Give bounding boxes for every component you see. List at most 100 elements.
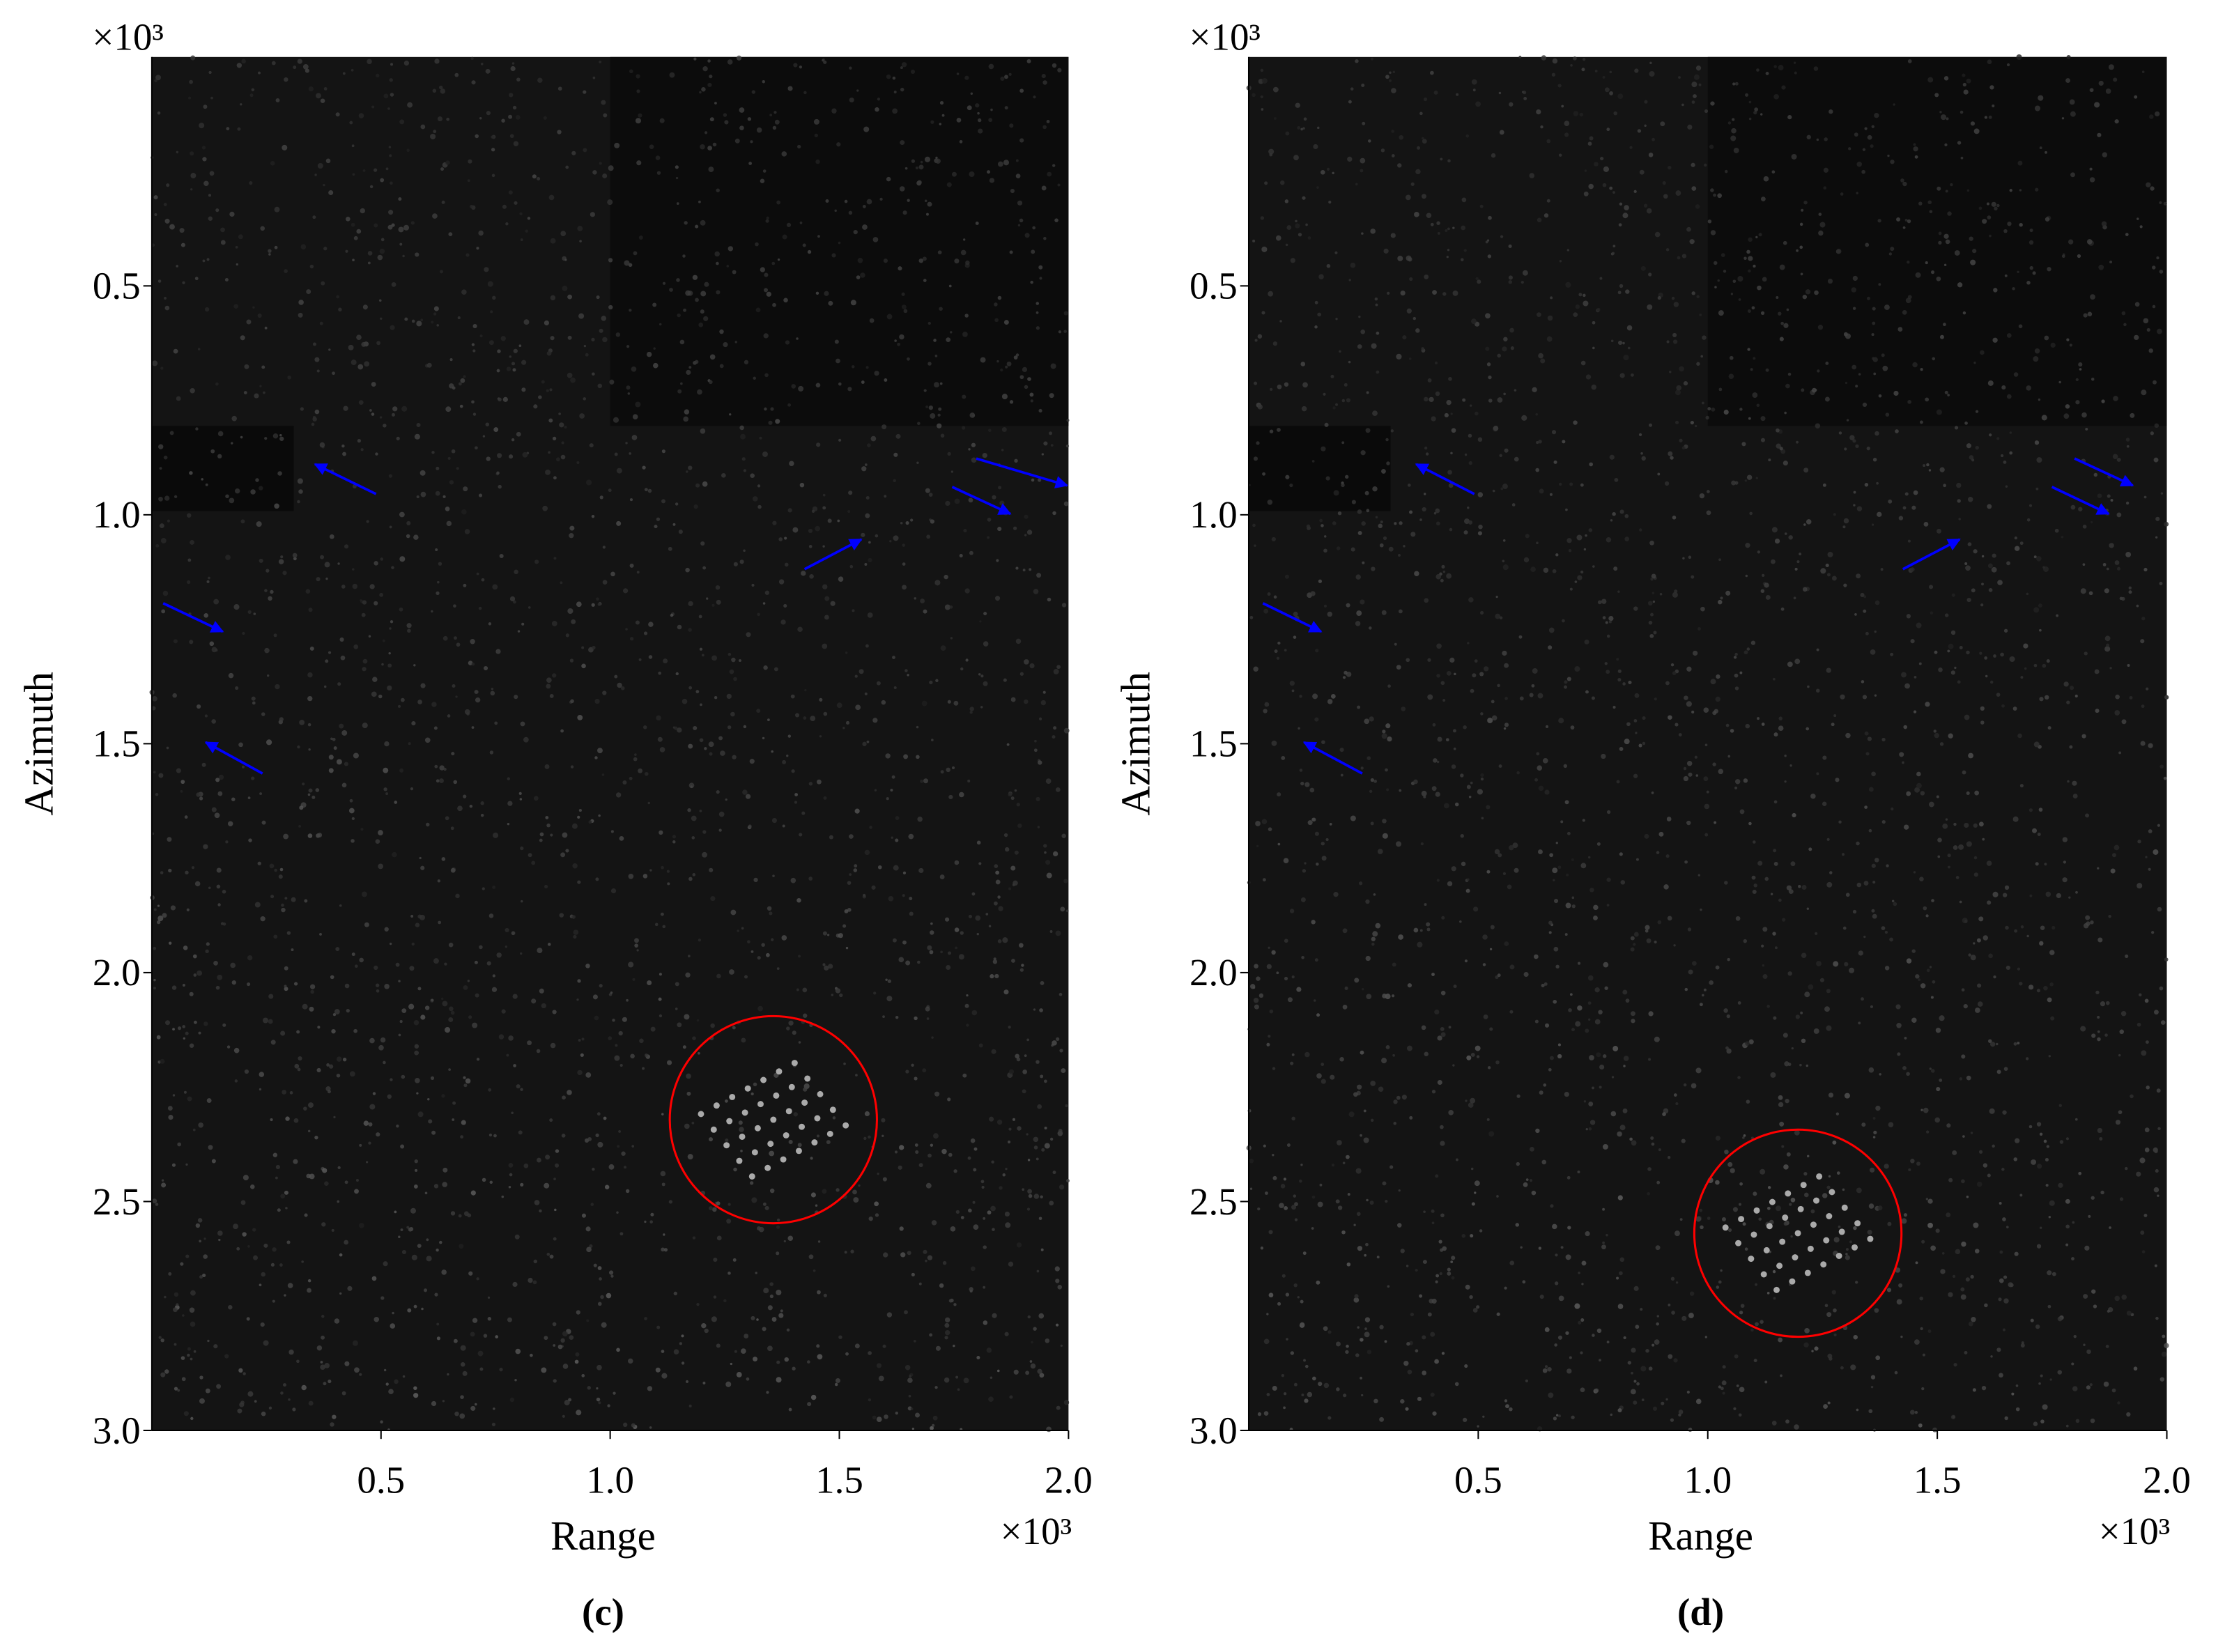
speckle	[955, 1210, 960, 1214]
speckle	[636, 949, 639, 952]
speckle	[950, 637, 953, 640]
speckle	[577, 880, 581, 884]
speckle	[190, 1290, 196, 1296]
speckle	[1850, 1364, 1856, 1371]
speckle	[328, 651, 332, 654]
speckle	[427, 1097, 430, 1101]
speckle	[764, 288, 769, 293]
speckle	[1718, 310, 1724, 316]
speckle	[1009, 123, 1014, 128]
speckle	[1319, 518, 1323, 523]
speckle	[257, 861, 261, 865]
speckle	[907, 1377, 913, 1383]
speckle	[1350, 547, 1355, 552]
speckle	[1406, 658, 1410, 663]
speckle	[1806, 1064, 1809, 1067]
speckle	[966, 994, 969, 997]
speckle	[614, 674, 618, 679]
speckle	[206, 1098, 212, 1103]
speckle	[522, 451, 528, 458]
speckle	[1056, 665, 1061, 670]
speckle	[1952, 1415, 1955, 1419]
speckle	[569, 532, 574, 539]
speckle	[1683, 766, 1687, 771]
speckle	[599, 984, 603, 988]
speckle	[1557, 1043, 1561, 1047]
speckle	[1815, 423, 1821, 429]
speckle	[826, 934, 830, 936]
speckle	[992, 1313, 997, 1318]
speckle	[1364, 718, 1370, 725]
speckle	[1569, 587, 1573, 591]
speckle	[1706, 490, 1710, 493]
speckle	[1573, 111, 1579, 116]
speckle	[1502, 650, 1507, 656]
speckle	[1495, 1060, 1500, 1065]
speckle	[1652, 137, 1655, 141]
speckle	[1884, 1164, 1889, 1169]
speckle	[1790, 861, 1796, 867]
speckle	[1373, 779, 1378, 783]
speckle	[1638, 433, 1642, 436]
speckle	[1806, 1155, 1810, 1158]
speckle	[1823, 1404, 1828, 1409]
speckle	[849, 97, 854, 103]
speckle	[1002, 937, 1008, 943]
speckle	[236, 1246, 240, 1251]
speckle	[692, 1036, 696, 1040]
speckle	[1413, 779, 1418, 785]
speckle	[915, 1412, 920, 1418]
speckle	[2084, 651, 2088, 656]
speckle	[1325, 476, 1330, 481]
speckle	[1720, 1269, 1723, 1272]
speckle	[1447, 1272, 1452, 1276]
speckle	[1787, 115, 1792, 120]
speckle	[675, 502, 679, 506]
speckle	[553, 1379, 557, 1383]
speckle	[1902, 761, 1904, 764]
speckle	[1516, 771, 1520, 775]
speckle	[1440, 1125, 1444, 1129]
speckle	[547, 943, 551, 946]
speckle	[655, 1367, 661, 1373]
speckle	[1005, 847, 1010, 852]
speckle	[656, 1325, 661, 1329]
speckle	[553, 476, 557, 480]
speckle	[988, 1396, 994, 1403]
speckle	[622, 1017, 627, 1022]
speckle	[1966, 1075, 1971, 1081]
speckle	[187, 1096, 192, 1102]
speckle	[420, 1014, 426, 1020]
speckle	[1043, 441, 1048, 446]
speckle	[390, 325, 395, 330]
speckle	[1573, 56, 1577, 61]
speckle	[1973, 823, 1978, 828]
speckle	[484, 267, 489, 272]
speckle	[876, 1416, 882, 1422]
speckle	[954, 860, 960, 865]
speckle	[1796, 560, 1800, 564]
speckle	[599, 495, 603, 500]
speckle	[513, 348, 518, 353]
speckle	[1630, 1389, 1636, 1395]
speckle	[307, 723, 311, 727]
speckle	[1649, 540, 1654, 546]
speckle	[1677, 256, 1681, 260]
speckle	[280, 1391, 284, 1395]
speckle	[1616, 1276, 1619, 1280]
speckle	[1835, 249, 1841, 254]
speckle	[406, 148, 410, 153]
speckle	[1999, 1373, 2003, 1378]
speckle	[1019, 88, 1024, 93]
speckle	[699, 738, 704, 743]
speckle	[1969, 455, 1974, 460]
speckle	[861, 380, 865, 384]
speckle	[169, 224, 175, 230]
y-tick-label: 3.0	[93, 1409, 141, 1451]
speckle	[1529, 1179, 1533, 1182]
speckle	[441, 1094, 445, 1098]
speckle	[515, 1348, 521, 1354]
speckle	[2111, 1388, 2116, 1393]
speckle	[2028, 240, 2034, 245]
speckle	[672, 840, 676, 844]
